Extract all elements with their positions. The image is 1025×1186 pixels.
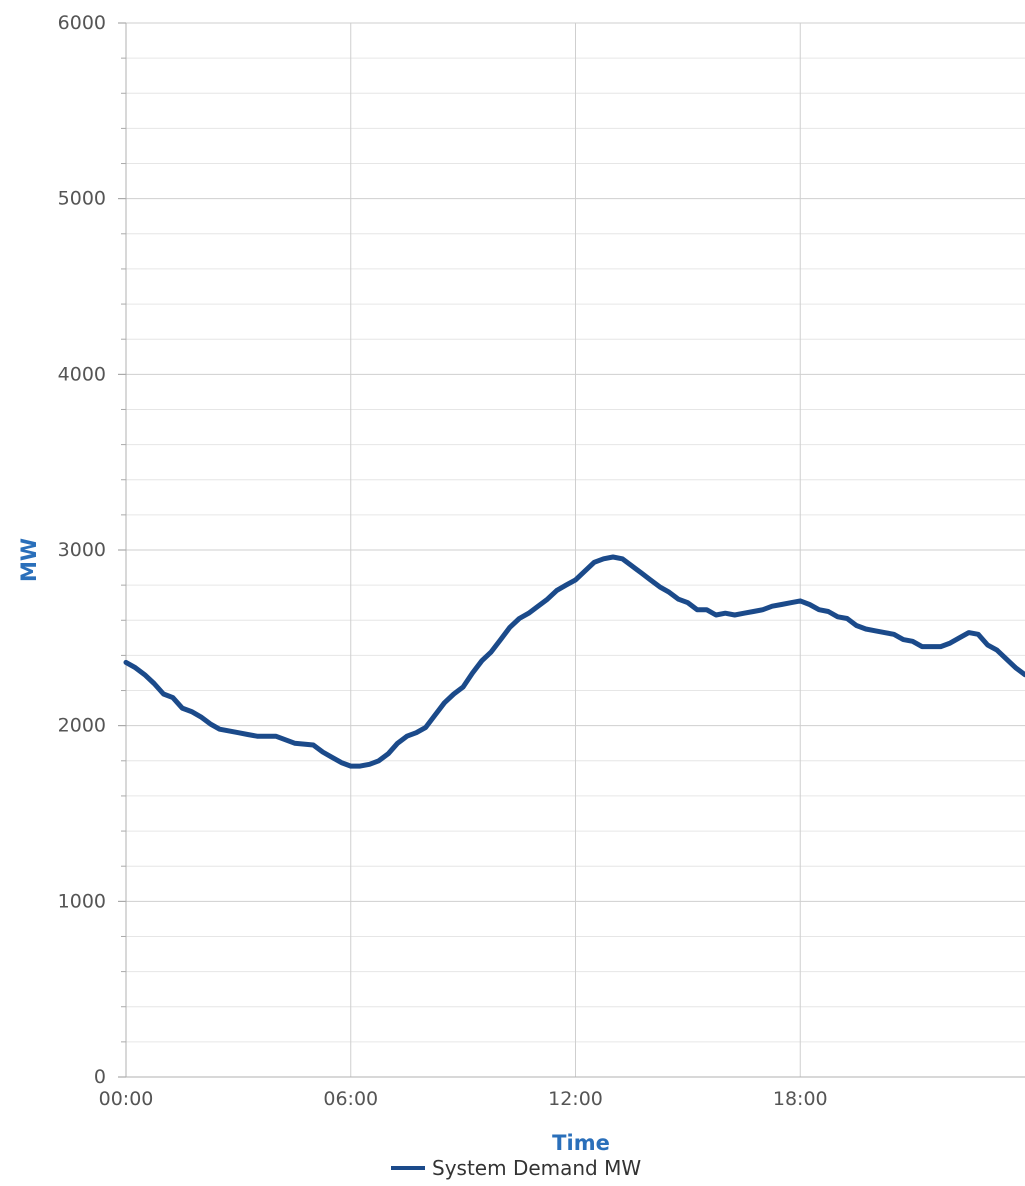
legend-label: System Demand MW: [432, 1156, 641, 1180]
y-tick-label: 0: [94, 1066, 106, 1088]
y-tick-label: 2000: [58, 715, 106, 737]
x-axis: 00:00 06:00 12:00 18:00: [99, 1076, 1025, 1110]
x-tick-label: 00:00: [99, 1088, 154, 1110]
x-tick-label: 06:00: [323, 1088, 378, 1110]
y-tick-label: 6000: [58, 12, 106, 34]
major-gridlines: [126, 22, 1025, 1078]
x-axis-title: Time: [552, 1131, 610, 1155]
series-layer: [123, 554, 1025, 769]
x-tick-label: 18:00: [773, 1088, 828, 1110]
y-tick-label: 1000: [58, 890, 106, 912]
series-line-0: [123, 554, 1025, 769]
y-axis-title: MW: [17, 538, 41, 582]
y-tick-label: 5000: [58, 188, 106, 210]
y-axis: 0 1000 2000 3000 4000 5000 6000: [58, 12, 127, 1088]
y-tick-label: 3000: [58, 539, 106, 561]
y-tick-label: 4000: [58, 363, 106, 385]
x-tick-label: 12:00: [548, 1088, 603, 1110]
legend[interactable]: System Demand MW: [391, 1156, 641, 1180]
